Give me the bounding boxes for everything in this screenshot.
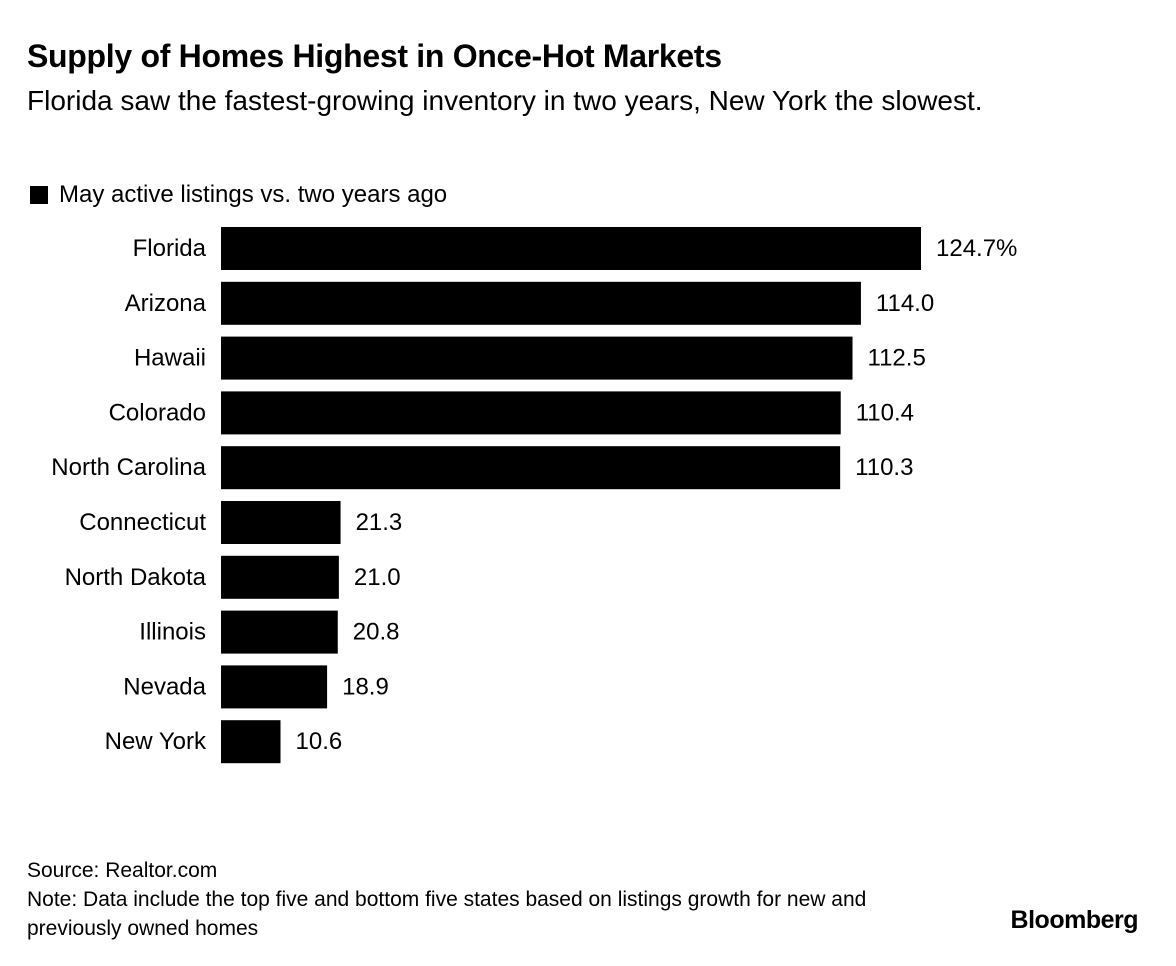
category-label: Arizona bbox=[125, 290, 207, 317]
bar bbox=[221, 391, 841, 435]
bar bbox=[221, 720, 281, 764]
footnote: Note: Data include the top five and bott… bbox=[27, 888, 867, 940]
source-note: Source: Realtor.com bbox=[27, 859, 218, 882]
bar bbox=[221, 446, 841, 490]
category-label: New York bbox=[105, 728, 207, 755]
chart-title: Supply of Homes Highest in Once-Hot Mark… bbox=[27, 38, 722, 74]
bar bbox=[221, 227, 921, 270]
data-label: 21.0 bbox=[354, 564, 401, 591]
chart-subtitle: Florida saw the fastest-growing inventor… bbox=[27, 85, 983, 116]
bar bbox=[221, 501, 341, 544]
bar-chart: Florida 124.7% Arizona 114.0 Hawaii 112.5 Colo… bbox=[51, 227, 1017, 764]
data-label: 114.0 bbox=[876, 290, 934, 317]
bar bbox=[221, 555, 339, 599]
data-label: 110.4 bbox=[856, 399, 914, 426]
category-label: Hawaii bbox=[134, 345, 206, 372]
bar bbox=[221, 336, 853, 380]
category-label: Connecticut bbox=[79, 509, 206, 536]
category-label: Florida bbox=[133, 235, 207, 262]
bloomberg-logo: Bloomberg bbox=[1010, 906, 1139, 934]
data-label: 124.7% bbox=[936, 235, 1017, 262]
category-label: Nevada bbox=[123, 673, 206, 700]
category-label: Illinois bbox=[139, 619, 206, 646]
legend-label: May active listings vs. two years ago bbox=[59, 181, 448, 208]
category-label: Colorado bbox=[109, 399, 206, 426]
bar bbox=[221, 610, 338, 654]
category-label: North Carolina bbox=[51, 454, 206, 481]
data-label: 10.6 bbox=[296, 728, 343, 755]
legend: May active listings vs. two years ago bbox=[30, 180, 447, 210]
data-label: 112.5 bbox=[868, 345, 926, 372]
data-label: 18.9 bbox=[342, 673, 389, 700]
data-label: 110.3 bbox=[855, 454, 913, 481]
data-label: 21.3 bbox=[356, 509, 403, 536]
data-label: 20.8 bbox=[353, 619, 400, 646]
bar bbox=[221, 281, 861, 325]
bar bbox=[221, 665, 328, 709]
legend-swatch bbox=[30, 186, 48, 204]
category-label: North Dakota bbox=[65, 564, 207, 591]
